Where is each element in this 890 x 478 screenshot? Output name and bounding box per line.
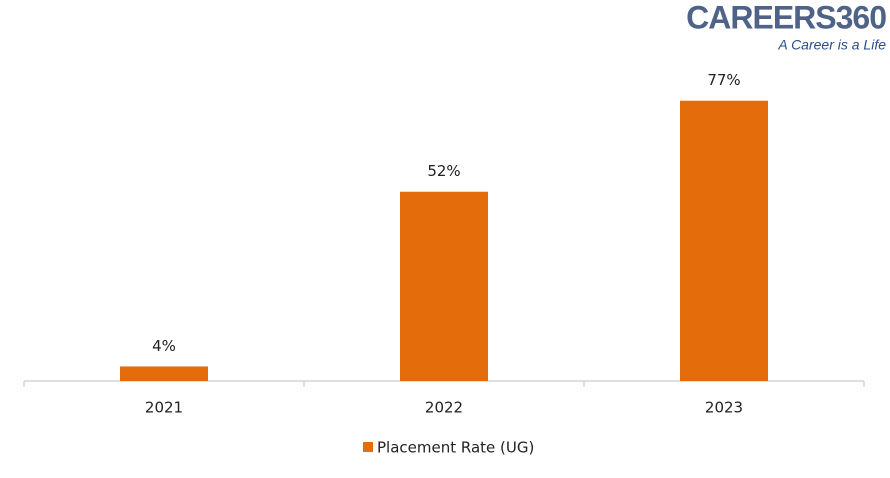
legend-label: Placement Rate (UG) [377,439,534,457]
x-tick-label: 2023 [705,399,743,417]
bar [680,100,768,381]
x-tick-label: 2022 [425,399,463,417]
value-label: 77% [707,71,740,89]
x-tick-label: 2021 [145,399,183,417]
bar [400,191,488,381]
logo-tagline: A Career is a Life [777,37,886,53]
bar [120,366,208,381]
value-label: 4% [152,337,176,355]
legend-swatch [363,442,373,452]
logo-name: CAREERS360 [686,0,886,35]
value-label: 52% [427,162,460,180]
